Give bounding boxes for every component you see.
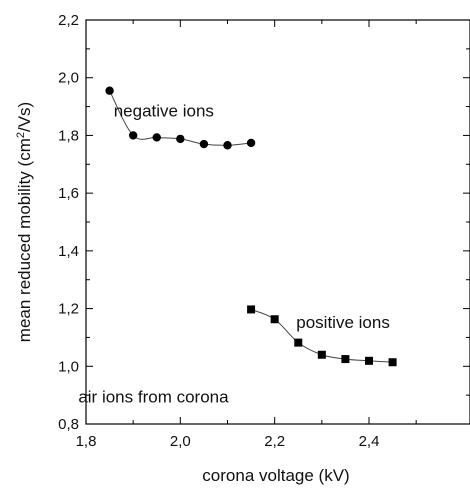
data-point-square xyxy=(270,315,279,324)
annotations: negative ions positive ions air ions from … xyxy=(78,102,390,407)
x-tick-label: 1,8 xyxy=(76,433,97,450)
data-point-square xyxy=(317,350,326,359)
y-tick-label: 1,8 xyxy=(58,127,79,144)
x-tick-label: 2,2 xyxy=(264,433,285,450)
y-axis-label-tail: /Vs) xyxy=(15,102,34,132)
data-point-circle xyxy=(176,134,185,144)
data-markers xyxy=(105,86,397,367)
y-tick-label: 0,8 xyxy=(58,416,79,433)
y-axis-label-superscript: 2 xyxy=(15,132,27,138)
y-tick-label: 2,0 xyxy=(58,70,79,87)
annotation-positive-ions: positive ions xyxy=(296,313,390,332)
axis-ticks: 1,8 2,0 2,2 2,4 0,8 1,0 1,2 1,4 1,6 1,8 2,0 2,2 xyxy=(58,12,470,450)
annotation-air-ions-from-corona: air ions from corona xyxy=(78,387,229,406)
data-point-square xyxy=(341,355,350,364)
y-tick-label: 1,6 xyxy=(58,185,79,202)
y-axis-label: mean reduced mobility (cm2/Vs) xyxy=(15,102,34,342)
data-point-circle xyxy=(199,139,209,149)
data-point-circle xyxy=(246,138,256,148)
x-tick-label: 2,4 xyxy=(359,433,380,450)
data-point-circle xyxy=(152,133,161,142)
plot-frame xyxy=(85,19,470,425)
y-tick-label: 1,4 xyxy=(58,243,79,260)
y-tick-label: 2,2 xyxy=(58,12,79,29)
y-tick-label: 1,0 xyxy=(58,358,79,375)
data-point-square xyxy=(388,358,397,367)
data-point-square xyxy=(294,338,303,347)
data-point-square xyxy=(247,305,256,314)
x-axis-label: corona voltage (kV) xyxy=(202,466,349,485)
x-tick-label: 2,0 xyxy=(170,433,191,450)
data-point-circle xyxy=(105,86,114,95)
data-point-square xyxy=(365,356,373,365)
data-point-circle xyxy=(223,141,232,150)
y-tick-label: 1,2 xyxy=(58,301,79,318)
annotation-negative-ions: negative ions xyxy=(114,102,214,121)
data-point-circle xyxy=(128,131,138,140)
y-axis-label-main: mean reduced mobility (cm xyxy=(15,138,34,342)
